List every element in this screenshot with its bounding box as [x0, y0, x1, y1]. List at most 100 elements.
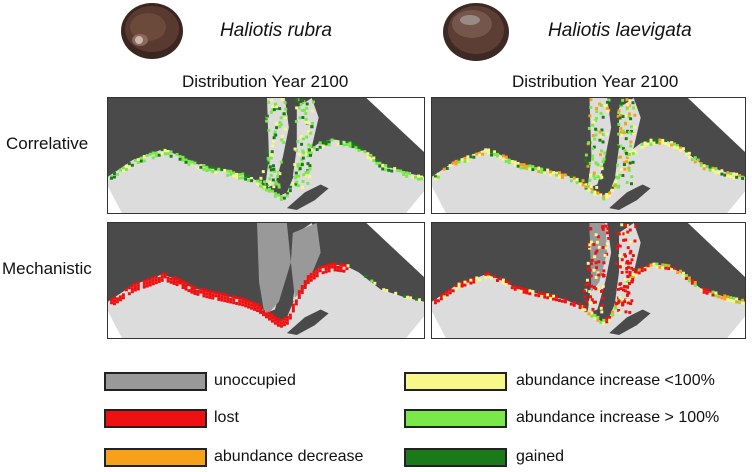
distribution-cell: [202, 294, 206, 298]
distribution-cell: [301, 156, 305, 160]
distribution-cell: [599, 104, 603, 107]
distribution-cell: [304, 171, 308, 175]
distribution-cell: [259, 308, 263, 311]
distribution-cell: [588, 246, 592, 250]
distribution-cell: [594, 261, 598, 265]
distribution-cell: [178, 278, 182, 282]
haliotis-laevigata-shell-image: [443, 3, 509, 61]
distribution-cell: [127, 165, 131, 169]
legend-swatch-gained: [404, 448, 507, 467]
distribution-cell: [202, 164, 206, 167]
distribution-cell: [588, 243, 592, 247]
distribution-cell: [133, 282, 137, 286]
distribution-cell: [124, 164, 128, 168]
distribution-cell: [457, 160, 461, 164]
distribution-cell: [640, 266, 644, 270]
distribution-cell: [537, 166, 541, 170]
distribution-cell: [402, 171, 406, 174]
distribution-cell: [584, 288, 588, 292]
distribution-cell: [590, 258, 594, 262]
distribution-cell: [262, 310, 266, 314]
distribution-cell: [623, 167, 627, 171]
distribution-cell: [616, 287, 620, 291]
distribution-cell: [540, 170, 544, 174]
distribution-cell: [599, 111, 603, 115]
distribution-cell: [531, 290, 535, 294]
distribution-cell: [184, 284, 188, 288]
distribution-cell: [618, 244, 622, 248]
distribution-cell: [433, 298, 437, 302]
distribution-cell: [599, 193, 603, 197]
distribution-cell: [235, 301, 239, 305]
distribution-cell: [169, 277, 173, 281]
distribution-cell: [627, 291, 631, 295]
distribution-cell: [646, 267, 650, 271]
distribution-cell: [714, 294, 718, 298]
distribution-cell: [306, 280, 310, 284]
distribution-cell: [595, 162, 599, 166]
distribution-cell: [699, 288, 703, 292]
distribution-cell: [250, 306, 254, 310]
distribution-cell: [587, 126, 591, 130]
distribution-cell: [495, 152, 499, 156]
distribution-cell: [613, 184, 617, 188]
distribution-cell: [302, 108, 306, 112]
distribution-cell: [633, 125, 637, 129]
distribution-cell: [148, 152, 152, 156]
distribution-cell: [151, 279, 155, 283]
distribution-cell: [275, 182, 279, 186]
distribution-cell: [229, 300, 233, 304]
distribution-cell: [583, 308, 587, 312]
distribution-cell: [259, 310, 263, 314]
distribution-cell: [525, 291, 529, 295]
distribution-cell: [592, 145, 596, 149]
distribution-cell: [202, 288, 206, 292]
distribution-cell: [640, 142, 644, 146]
distribution-cell: [569, 179, 573, 183]
distribution-cell: [628, 275, 632, 279]
distribution-cell: [490, 150, 494, 154]
distribution-cell: [667, 143, 671, 147]
distribution-cell: [393, 167, 397, 171]
row-label-mechanistic: Mechanistic: [2, 259, 92, 278]
distribution-cell: [372, 159, 376, 163]
distribution-cell: [330, 265, 334, 269]
distribution-cell: [269, 168, 273, 172]
distribution-cell: [267, 181, 271, 185]
distribution-cell: [528, 167, 532, 171]
distribution-cell: [175, 283, 179, 287]
distribution-cell: [301, 149, 305, 153]
distribution-cell: [621, 298, 625, 302]
distribution-cell: [241, 297, 245, 301]
distribution-cell: [618, 295, 622, 299]
distribution-cell: [235, 172, 239, 176]
distribution-cell: [617, 122, 621, 126]
distribution-cell: [265, 312, 268, 316]
distribution-cell: [279, 321, 283, 325]
distribution-cell: [629, 129, 633, 133]
distribution-cell: [279, 160, 283, 164]
distribution-cell: [220, 168, 224, 172]
distribution-cell: [504, 155, 508, 159]
distribution-cell: [617, 299, 621, 303]
distribution-cell: [596, 286, 600, 290]
distribution-cell: [166, 152, 170, 156]
distribution-cell: [364, 274, 368, 278]
distribution-cell: [357, 146, 361, 150]
distribution-cell: [345, 140, 349, 144]
distribution-cell: [266, 161, 270, 165]
distribution-cell: [187, 163, 191, 166]
distribution-cell: [109, 176, 113, 180]
distribution-cell: [217, 167, 221, 171]
distribution-cell: [235, 296, 239, 300]
distribution-cell: [436, 299, 440, 303]
distribution-cell: [684, 277, 688, 281]
distribution-cell: [594, 116, 598, 120]
distribution-cell: [241, 300, 245, 304]
distribution-cell: [600, 310, 604, 314]
distribution-cell: [714, 171, 718, 175]
distribution-cell: [720, 296, 724, 300]
distribution-cell: [732, 172, 736, 176]
distribution-cell: [205, 295, 209, 299]
distribution-cell: [624, 232, 628, 236]
